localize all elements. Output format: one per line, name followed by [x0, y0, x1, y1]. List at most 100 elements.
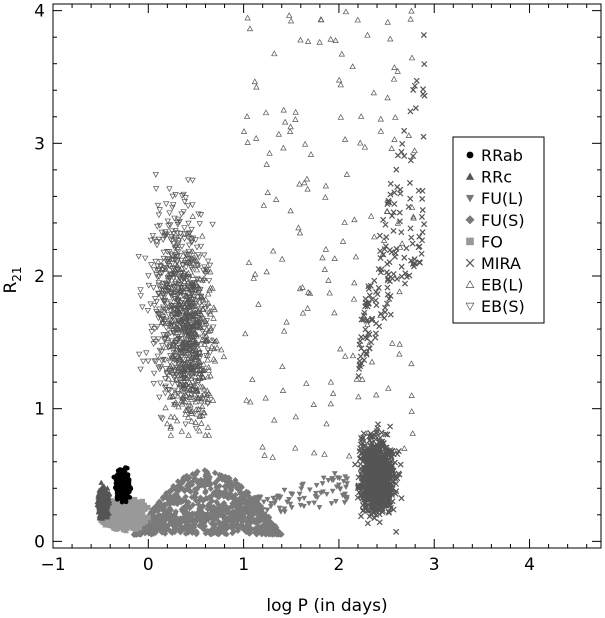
- point: [182, 285, 189, 292]
- point: [185, 248, 192, 255]
- point: [148, 323, 155, 330]
- point: [255, 514, 262, 521]
- point: [172, 277, 179, 284]
- point: [305, 289, 312, 295]
- point: [130, 523, 137, 529]
- point: [391, 64, 398, 70]
- point: [162, 265, 169, 272]
- point: [295, 224, 302, 231]
- point: [170, 283, 177, 290]
- point: [185, 520, 192, 527]
- point: [240, 128, 248, 134]
- point: [222, 477, 229, 484]
- point: [322, 194, 329, 200]
- point: [255, 505, 262, 512]
- point: [145, 524, 152, 532]
- point: [167, 424, 174, 431]
- point: [248, 515, 255, 522]
- point: [172, 296, 179, 302]
- point: [155, 282, 162, 289]
- point: [181, 314, 188, 321]
- point: [188, 375, 195, 381]
- point: [107, 521, 113, 527]
- point: [367, 492, 374, 499]
- point: [250, 275, 257, 281]
- point: [201, 321, 209, 327]
- point: [391, 200, 398, 207]
- point: [339, 237, 347, 244]
- point: [199, 394, 207, 401]
- point: [206, 392, 214, 398]
- point: [384, 300, 391, 307]
- point: [112, 505, 118, 511]
- point: [183, 252, 191, 259]
- point: [130, 496, 136, 503]
- point: [216, 482, 223, 490]
- point: [225, 523, 232, 530]
- point: [168, 251, 175, 258]
- point: [371, 277, 378, 284]
- point: [195, 211, 202, 218]
- point: [171, 528, 178, 536]
- point: [166, 186, 173, 193]
- point: [198, 420, 205, 426]
- point: [205, 300, 212, 306]
- point: [411, 147, 418, 154]
- point: [188, 481, 196, 488]
- point: [160, 514, 167, 522]
- point: [279, 363, 286, 370]
- point: [166, 496, 173, 503]
- point: [175, 487, 182, 494]
- point: [275, 130, 282, 137]
- point: [168, 301, 175, 308]
- point: [280, 327, 288, 334]
- point: [186, 378, 193, 385]
- point: [193, 406, 200, 412]
- series-mira: [352, 32, 428, 535]
- point: [212, 491, 219, 499]
- point: [104, 501, 111, 507]
- point: [193, 261, 201, 268]
- point: [223, 483, 230, 490]
- point: [153, 309, 160, 315]
- point: [155, 280, 162, 286]
- point: [407, 195, 414, 202]
- point: [292, 108, 299, 115]
- point: [105, 510, 112, 516]
- point: [372, 391, 380, 398]
- point: [377, 310, 385, 318]
- point: [167, 353, 175, 360]
- point: [199, 383, 206, 390]
- point: [350, 295, 358, 302]
- point: [331, 255, 338, 262]
- point: [205, 363, 212, 370]
- point: [199, 232, 206, 239]
- point: [187, 401, 194, 408]
- point: [168, 228, 176, 235]
- point: [365, 300, 372, 307]
- point: [180, 300, 188, 307]
- point: [142, 505, 148, 511]
- point: [398, 229, 405, 236]
- point: [179, 498, 187, 505]
- point: [184, 319, 191, 326]
- point: [137, 293, 144, 300]
- point: [331, 309, 338, 316]
- point: [401, 280, 409, 287]
- point: [188, 234, 195, 241]
- point: [135, 351, 143, 358]
- point: [164, 256, 171, 263]
- point: [161, 508, 168, 515]
- point: [155, 336, 162, 343]
- point: [174, 292, 181, 299]
- point: [180, 315, 187, 322]
- point: [150, 336, 157, 343]
- point: [366, 486, 374, 493]
- point: [188, 407, 196, 414]
- point: [165, 375, 172, 382]
- point: [292, 413, 300, 420]
- point: [366, 345, 373, 352]
- point: [203, 318, 211, 324]
- point: [210, 345, 218, 352]
- point: [150, 370, 158, 377]
